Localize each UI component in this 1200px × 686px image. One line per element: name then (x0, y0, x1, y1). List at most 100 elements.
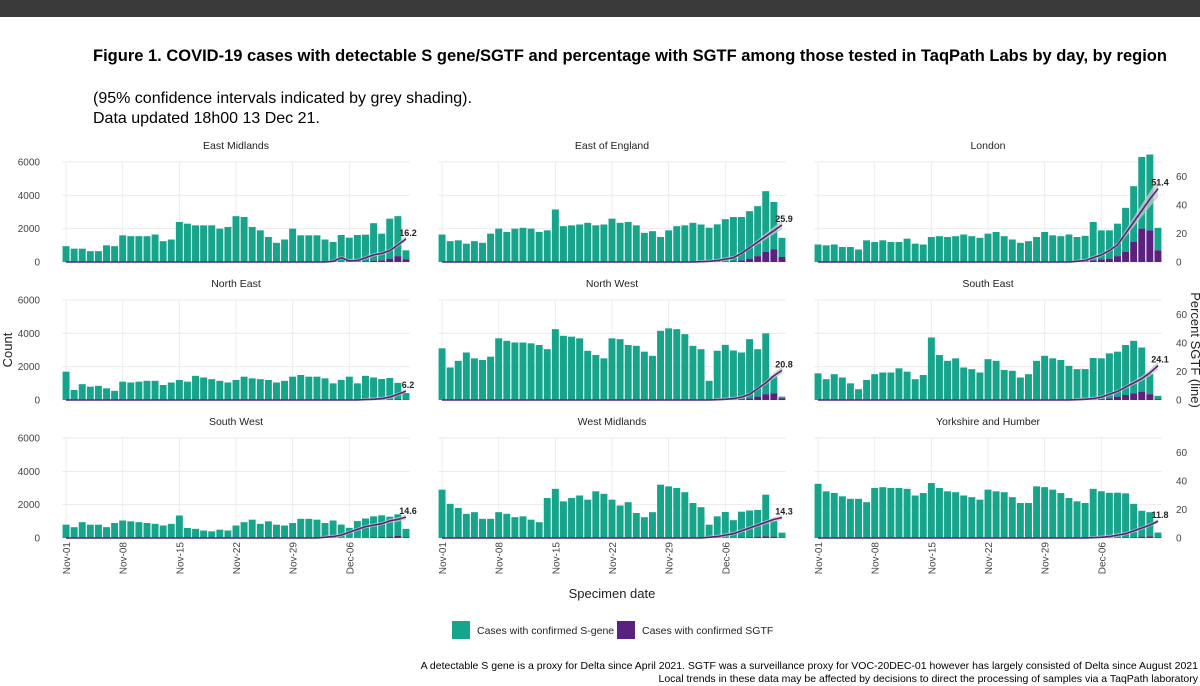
y2-tick-label: 60 (1176, 448, 1188, 459)
bar-sgene (944, 237, 951, 262)
bar-sgene (63, 246, 70, 262)
bar-sgene (95, 251, 102, 262)
bar-sgene (928, 483, 935, 538)
bar-sgene (95, 386, 102, 400)
bar-sgene (305, 519, 312, 538)
bar-sgene (968, 497, 975, 538)
bar-sgene (1090, 358, 1097, 400)
bar-sgene (1154, 228, 1161, 251)
bar-sgene (528, 520, 535, 538)
bar-sgene (1065, 498, 1072, 538)
bar-sgene (224, 531, 231, 539)
bar-sgene (208, 225, 215, 262)
footnote-local-trends: Local trends in these data may be affect… (658, 673, 1198, 686)
x-tick-label: Nov-01 (438, 542, 449, 575)
bar-sgene (305, 235, 312, 262)
bar-sgene (378, 234, 385, 261)
bar-sgene (879, 240, 886, 262)
bar-sgene (439, 235, 446, 263)
bar-sgtf (1098, 399, 1105, 400)
bar-sgene (641, 517, 648, 538)
bar-sgene (184, 382, 191, 400)
bar-sgene (855, 499, 862, 538)
bar-sgene (657, 331, 664, 400)
bar-sgene (1025, 374, 1032, 400)
bar-sgene (560, 226, 567, 262)
bar-sgene (815, 484, 822, 538)
bar-sgene (519, 343, 526, 401)
bar-sgene (665, 230, 672, 262)
bar-sgene (1009, 371, 1016, 400)
bar-sgene (281, 381, 288, 400)
bar-sgtf (394, 400, 401, 401)
bar-sgene (119, 521, 126, 539)
panel-title-london: London (970, 140, 1005, 152)
bar-sgene (1049, 358, 1056, 400)
x-tick-label: Nov-15 (175, 542, 186, 575)
bar-sgene (265, 237, 272, 262)
bar-sgene (544, 230, 551, 262)
bar-sgene (722, 219, 729, 262)
bar-sgene (1041, 232, 1048, 262)
bar-sgene (746, 511, 753, 538)
bar-sgene (952, 358, 959, 400)
bar-sgene (839, 378, 846, 401)
bar-sgene (1025, 503, 1032, 538)
bar-sgene (455, 508, 462, 538)
bar-sgene (224, 383, 231, 401)
bar-sgene (641, 352, 648, 400)
bar-sgtf (1154, 250, 1161, 262)
bar-sgene (1033, 361, 1040, 400)
bar-sgene (87, 387, 94, 400)
bar-sgene (1074, 369, 1081, 400)
bar-sgene (87, 525, 94, 538)
bar-sgene (681, 334, 688, 400)
bar-sgtf (738, 260, 745, 262)
bar-sgene (160, 241, 167, 262)
bar-sgtf (378, 260, 385, 262)
bar-sgene (233, 216, 240, 262)
bar-sgene (1009, 497, 1016, 538)
bar-sgene (706, 381, 713, 400)
bar-sgene (895, 368, 902, 400)
bar-sgene (297, 519, 304, 538)
bar-sgtf (730, 261, 737, 262)
bar-sgtf (746, 259, 753, 262)
bar-sgtf (1130, 242, 1137, 262)
x-tick-label: Nov-22 (984, 542, 995, 575)
legend-swatch-sgene (452, 621, 470, 639)
bar-sgene (887, 488, 894, 538)
bar-sgene (273, 243, 280, 262)
bar-sgene (354, 235, 361, 262)
bar-sgene (746, 211, 753, 259)
bar-sgene (103, 388, 110, 400)
bar-sgene (887, 373, 894, 401)
bar-sgene (447, 241, 454, 262)
bar-sgene (233, 526, 240, 539)
bar-sgene (63, 372, 70, 400)
bar-sgtf (1122, 395, 1129, 400)
bar-sgene (192, 225, 199, 262)
bar-sgene (143, 381, 150, 400)
bar-sgene (511, 343, 518, 401)
bar-sgene (135, 236, 142, 262)
y-tick-label: 4000 (18, 467, 41, 478)
bar-sgene (778, 397, 785, 399)
y2-tick-label: 60 (1176, 172, 1188, 183)
bar-sgene (103, 245, 110, 262)
bar-sgene (152, 235, 159, 263)
bar-sgene (1106, 493, 1113, 538)
bar-sgene (536, 522, 543, 538)
bar-sgene (754, 206, 761, 256)
bar-sgene (1138, 348, 1145, 392)
bar-sgene (649, 356, 656, 400)
bar-sgene (960, 368, 967, 401)
bar-sgene (479, 519, 486, 538)
bar-sgene (592, 491, 599, 538)
bar-sgene (665, 486, 672, 538)
bar-sgtf (738, 538, 745, 539)
bar-sgene (208, 531, 215, 538)
bar-sgene (192, 529, 199, 538)
bar-sgene (698, 225, 705, 263)
bar-sgtf (402, 260, 409, 263)
